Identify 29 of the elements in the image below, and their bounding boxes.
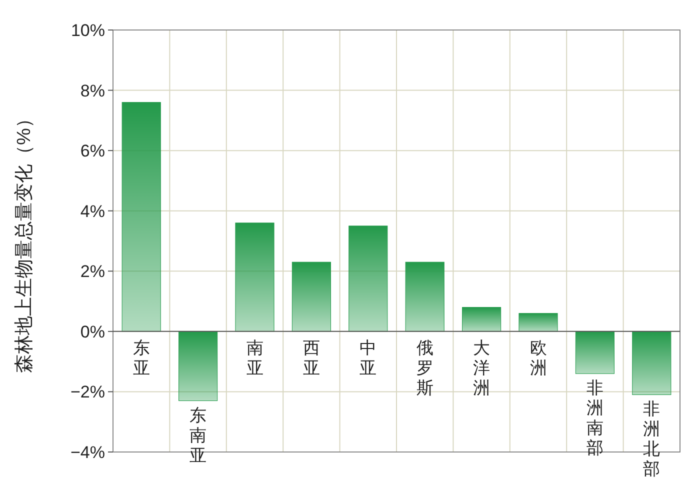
bar [405,262,444,332]
y-tick-label: 0% [80,322,105,342]
y-axis-title: 森林地上生物量总量变化（%） [13,109,35,373]
x-tick-label: 欧洲 [530,338,547,378]
x-tick-label: 非洲北部 [643,400,660,479]
bar [632,331,672,395]
x-tick-label: 非洲南部 [586,378,604,458]
y-tick-label: −4% [70,443,105,462]
x-tick-label: 南亚 [246,338,264,378]
y-tick-label: 2% [80,262,105,282]
bar [575,331,614,374]
bar [292,262,331,332]
bar [122,102,161,332]
y-tick-label: 10% [70,21,105,40]
bar [235,222,274,332]
y-tick-label: 8% [80,81,105,100]
x-tick-label: 东亚 [132,338,150,378]
bar [348,226,388,332]
x-tick-label: 中亚 [360,338,377,378]
bar [178,331,218,402]
x-tick-label: 西亚 [302,338,320,378]
y-tick-label: −2% [70,382,105,402]
bar [518,313,558,332]
y-tick-label: 4% [80,202,105,221]
x-tick-label: 东南亚 [190,406,207,465]
bar [462,307,502,332]
x-tick-label: 俄罗斯 [416,338,434,398]
x-tick-label: 大洋洲 [473,338,490,398]
y-tick-label: 6% [80,142,105,161]
